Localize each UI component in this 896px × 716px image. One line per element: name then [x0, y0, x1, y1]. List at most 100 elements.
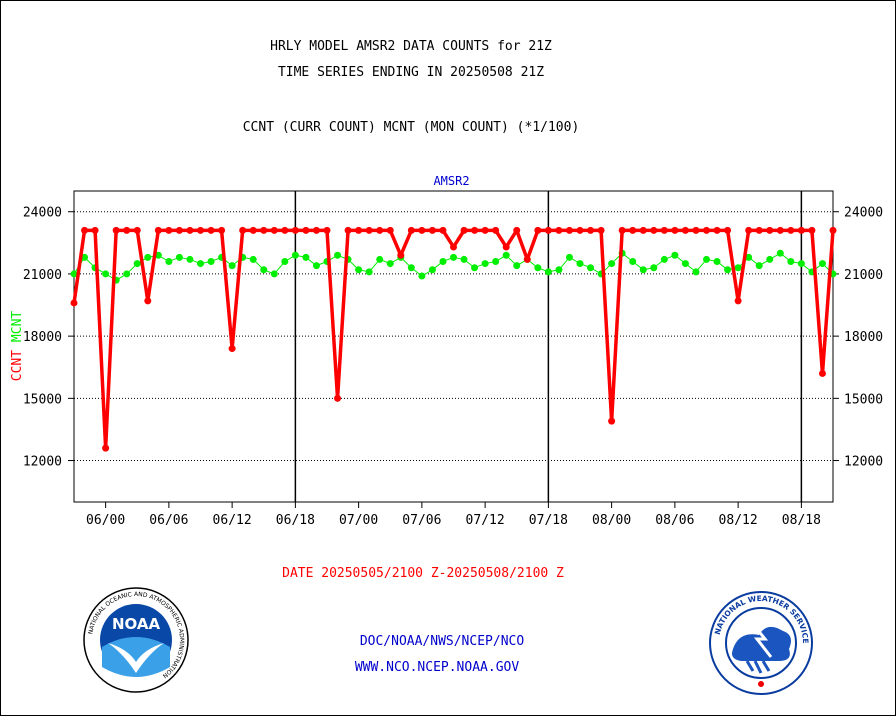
ccnt-series-point — [439, 226, 447, 234]
panel-label: AMSR2 — [433, 174, 469, 188]
date-range-label: DATE 20250505/2100 Z-20250508/2100 Z — [282, 566, 564, 581]
ccnt-series-point — [587, 226, 595, 234]
mcnt-point — [681, 260, 689, 268]
ccnt-series-point — [776, 226, 784, 234]
mcnt-point — [608, 260, 616, 268]
mcnt-point — [228, 262, 236, 270]
chart-title-line2: TIME SERIES ENDING IN 20250508 21Z — [277, 65, 545, 80]
x-tick-label: 06/18 — [276, 513, 315, 528]
mcnt-point — [355, 266, 363, 274]
mcnt-point — [797, 260, 805, 268]
ccnt-series-point — [291, 226, 299, 234]
ccnt-series-point — [576, 226, 584, 234]
mcnt-point — [660, 255, 668, 263]
ccnt-series-point — [312, 226, 320, 234]
mcnt-point — [428, 266, 436, 274]
x-tick-label: 07/12 — [466, 513, 505, 528]
y-tick-label-right: 21000 — [844, 268, 883, 283]
ccnt-series-point — [818, 369, 826, 377]
ccnt-series-point — [81, 226, 89, 234]
ccnt-series-point — [133, 226, 141, 234]
ccnt-series-point — [123, 226, 131, 234]
mcnt-point — [334, 251, 342, 259]
mcnt-point — [471, 264, 479, 272]
footer-website[interactable]: WWW.NCO.NCEP.NOAA.GOV — [354, 660, 520, 675]
mcnt-point — [587, 264, 595, 272]
ccnt-series-point — [270, 226, 278, 234]
y-tick-label-left: 15000 — [23, 392, 62, 407]
mcnt-point — [513, 262, 521, 270]
mcnt-point — [81, 253, 89, 261]
ccnt-series-point — [186, 226, 194, 234]
mcnt-point — [766, 255, 774, 263]
ccnt-series-point — [808, 226, 816, 234]
mcnt-point — [776, 249, 784, 257]
ccnt-series-point — [492, 226, 500, 234]
y-tick-label-right: 12000 — [844, 455, 883, 470]
ccnt-series-point — [144, 297, 152, 305]
ccnt-series-point — [386, 226, 394, 234]
mcnt-point — [123, 270, 131, 278]
ccnt-series-point — [597, 226, 605, 234]
mcnt-point — [692, 268, 700, 276]
ccnt-series-point — [428, 226, 436, 234]
mcnt-point — [175, 253, 183, 261]
ccnt-series-point — [323, 226, 331, 234]
mcnt-point — [197, 260, 204, 268]
ccnt-series-point — [660, 226, 668, 234]
ccnt-series-point — [302, 226, 310, 234]
ccnt-series-point — [249, 226, 257, 234]
ccnt-series-point — [376, 226, 384, 234]
ccnt-series-point — [407, 226, 415, 234]
ccnt-series-point — [513, 226, 521, 234]
ccnt-series-point — [365, 226, 373, 234]
ccnt-series-point — [239, 226, 247, 234]
mcnt-point — [492, 257, 500, 265]
y-tick-label-left: 21000 — [23, 268, 62, 283]
ccnt-series-point — [755, 226, 763, 234]
mcnt-point — [565, 253, 573, 261]
x-tick-label: 08/18 — [782, 513, 821, 528]
ccnt-series-point — [228, 345, 236, 353]
ccnt-series-point — [724, 226, 732, 234]
mcnt-point — [734, 264, 742, 272]
x-tick-label: 08/00 — [592, 513, 631, 528]
ccnt-series-point — [787, 226, 795, 234]
x-tick-label: 07/06 — [402, 513, 441, 528]
ccnt-series-point — [502, 243, 510, 251]
y-tick-label-right: 18000 — [844, 330, 883, 345]
ccnt-series-point — [608, 417, 616, 425]
ccnt-series-point — [418, 226, 426, 234]
ccnt-series-point — [565, 226, 573, 234]
mcnt-point — [365, 268, 373, 276]
ccnt-series-point — [281, 226, 289, 234]
mcnt-point — [186, 255, 194, 263]
mcnt-point — [544, 268, 552, 276]
mcnt-point — [502, 251, 510, 259]
mcnt-point — [249, 255, 257, 263]
mcnt-point — [555, 266, 563, 274]
mcnt-point — [460, 255, 468, 263]
x-tick-label: 07/00 — [339, 513, 378, 528]
mcnt-point — [639, 266, 647, 274]
mcnt-point — [534, 264, 542, 272]
ccnt-series-point — [797, 226, 805, 234]
mcnt-point — [818, 260, 826, 268]
mcnt-point — [407, 264, 415, 272]
mcnt-point — [439, 257, 447, 265]
ccnt-series-point — [534, 226, 542, 234]
ccnt-series-point — [355, 226, 363, 234]
ccnt-series-point — [692, 226, 700, 234]
mcnt-point — [724, 266, 732, 274]
ccnt-series-point — [207, 226, 215, 234]
ccnt-series-point — [91, 226, 99, 234]
x-tick-label: 06/06 — [149, 513, 188, 528]
mcnt-point — [376, 255, 384, 263]
mcnt-point — [650, 264, 658, 272]
ccnt-series-point — [734, 297, 742, 305]
ccnt-series-point — [523, 255, 531, 263]
ccnt-series-point — [102, 444, 110, 452]
mcnt-point — [481, 260, 489, 268]
